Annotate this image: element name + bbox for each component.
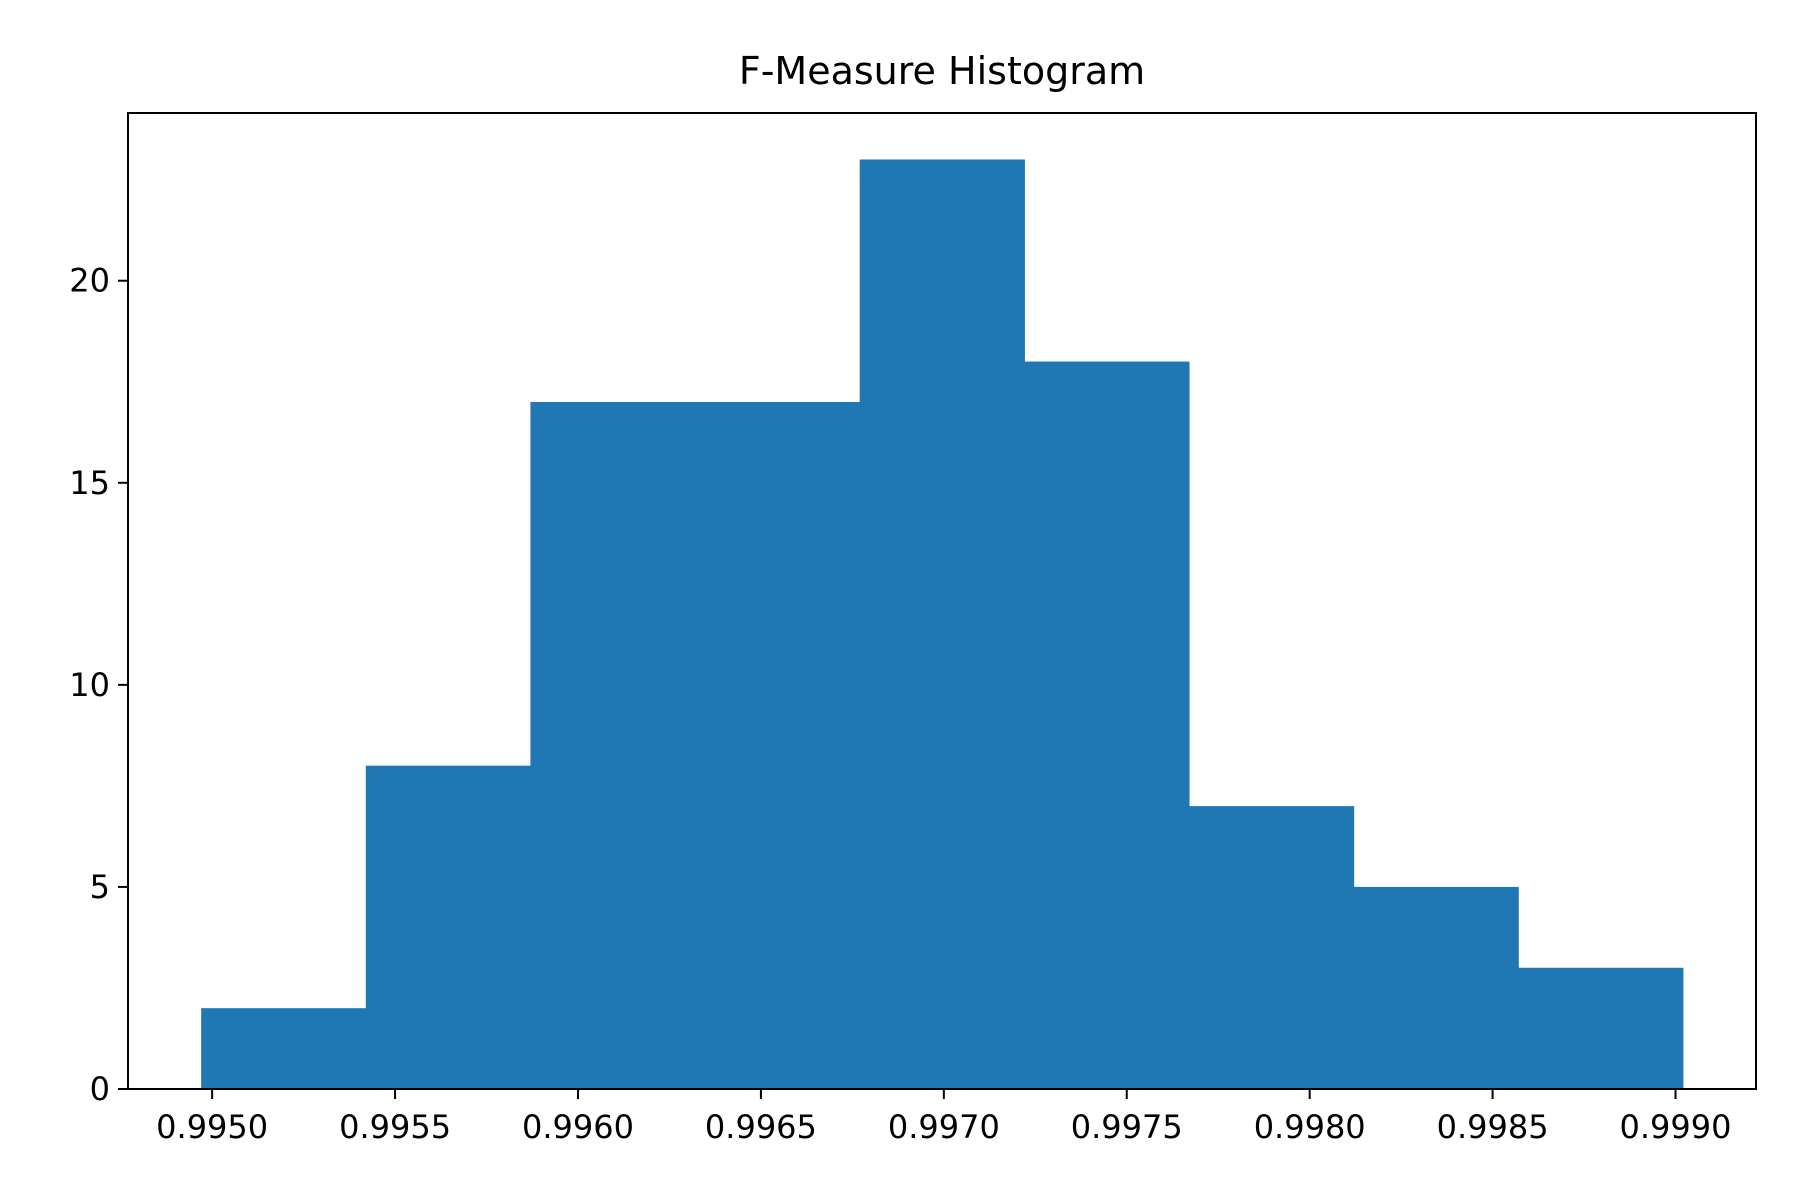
x-tick-label: 0.9980 [1254,1108,1366,1146]
histogram-bar [695,401,861,1089]
histogram-bar [1353,886,1519,1089]
y-tick-label: 5 [90,868,110,906]
histogram-bar [201,1008,367,1089]
x-tick-label: 0.9960 [522,1108,634,1146]
y-tick-label: 0 [90,1070,110,1108]
x-tick-label: 0.9965 [705,1108,817,1146]
x-tick-label: 0.9970 [888,1108,1000,1146]
y-tick-label: 15 [69,464,110,502]
histogram-bar [365,765,532,1089]
histogram-bar [859,159,1025,1089]
histogram-bar [1024,361,1190,1089]
y-axis-ticks: 0 5 10 15 20 [69,262,128,1108]
chart-title: F-Measure Histogram [739,49,1145,93]
bars-group [201,159,1684,1089]
x-tick-label: 0.9985 [1437,1108,1549,1146]
x-axis-ticks: 0.9950 0.9955 0.9960 0.9965 0.9970 0.9975 0.99… [156,1089,1731,1146]
y-tick-label: 10 [69,666,110,704]
histogram-bar [1518,967,1684,1089]
y-tick-label: 20 [69,262,110,300]
plot-frame [127,112,1757,1090]
x-tick-label: 0.9990 [1620,1108,1732,1146]
x-tick-label: 0.9955 [339,1108,451,1146]
histogram-bar [1188,806,1355,1089]
histogram-bar [530,401,696,1089]
x-tick-label: 0.9950 [156,1108,268,1146]
x-tick-label: 0.9975 [1071,1108,1183,1146]
